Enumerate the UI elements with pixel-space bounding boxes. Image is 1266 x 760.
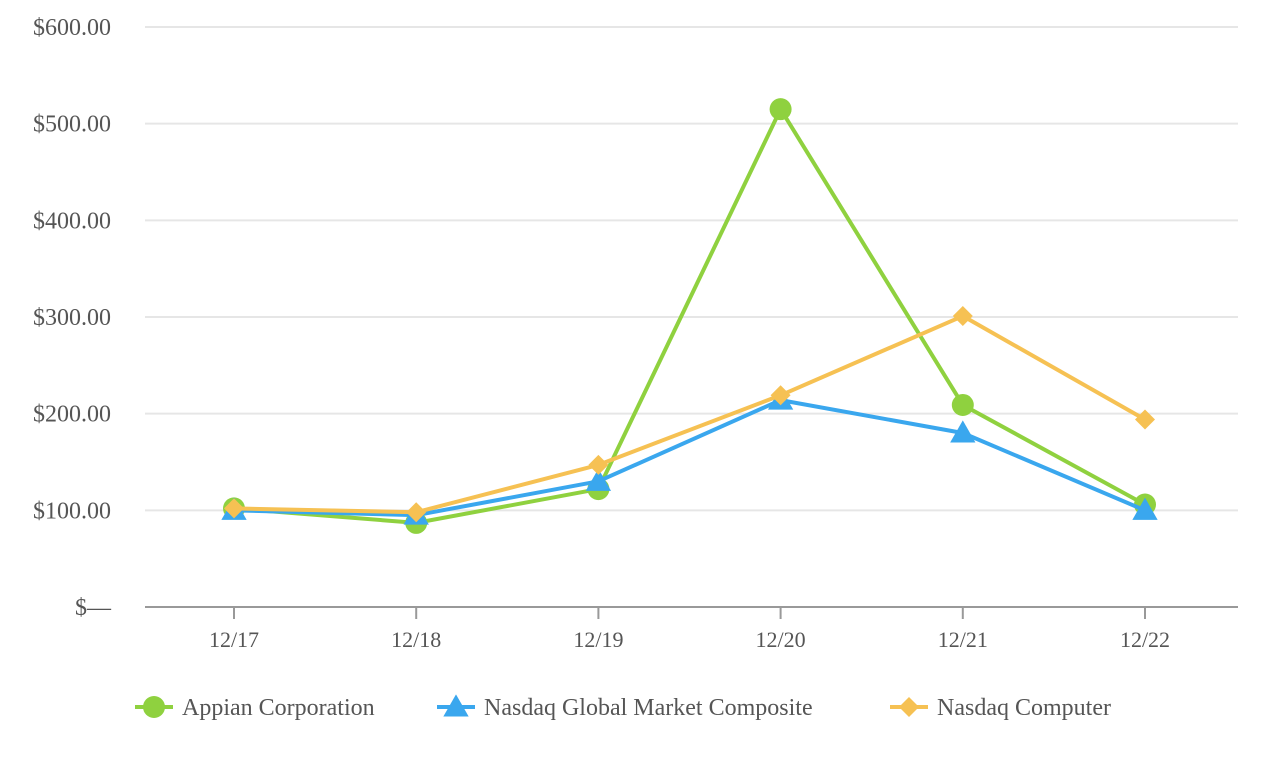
data-point-circle bbox=[769, 98, 792, 121]
data-point-diamond bbox=[406, 502, 427, 523]
y-tick-label: $500.00 bbox=[33, 112, 111, 138]
data-point-diamond bbox=[1135, 409, 1155, 430]
legend-marker-triangle bbox=[443, 694, 469, 717]
x-tick-label: 12/18 bbox=[391, 627, 441, 652]
legend-label: Appian Corporation bbox=[182, 695, 375, 721]
data-point-diamond bbox=[770, 385, 791, 406]
x-axis-ticks: 12/17 12/18 12/19 12/20 12/21 12/22 bbox=[209, 607, 1170, 652]
x-tick-label: 12/19 bbox=[573, 627, 623, 652]
series-layer bbox=[221, 98, 1158, 534]
legend: Appian Corporation Nasdaq Global Market C… bbox=[135, 694, 1111, 721]
data-point-circle bbox=[951, 393, 974, 416]
y-tick-label: $600.00 bbox=[33, 15, 111, 41]
x-tick-label: 12/20 bbox=[756, 627, 806, 652]
x-tick-label: 12/22 bbox=[1120, 627, 1170, 652]
data-point-triangle bbox=[585, 468, 612, 491]
data-point-triangle bbox=[950, 420, 976, 443]
data-point-triangle bbox=[1132, 497, 1158, 520]
legend-marker-diamond bbox=[899, 697, 919, 717]
x-tick-label: 12/21 bbox=[938, 627, 988, 652]
y-tick-label: $200.00 bbox=[33, 402, 111, 428]
series-line bbox=[233, 107, 1146, 525]
y-tick-label: $— bbox=[75, 595, 112, 621]
legend-item: Nasdaq Global Market Composite bbox=[437, 694, 813, 721]
y-tick-label: $300.00 bbox=[33, 305, 111, 331]
series-line bbox=[233, 398, 1146, 518]
grid-lines bbox=[145, 26, 1238, 512]
y-tick-label: $400.00 bbox=[33, 208, 111, 234]
x-tick-label: 12/17 bbox=[209, 627, 259, 652]
y-axis-ticks: $— $100.00 $200.00 $300.00 $400.00 $500.00 $60… bbox=[33, 15, 112, 621]
y-tick-label: $100.00 bbox=[33, 498, 111, 524]
data-point-diamond bbox=[588, 454, 609, 475]
legend-item: Appian Corporation bbox=[135, 695, 375, 721]
series-1 bbox=[221, 387, 1158, 525]
data-point-diamond bbox=[224, 498, 244, 519]
data-point-diamond bbox=[952, 306, 973, 327]
series-2 bbox=[224, 306, 1155, 523]
legend-label: Nasdaq Computer bbox=[937, 695, 1111, 721]
legend-marker-circle bbox=[143, 696, 165, 718]
series-line bbox=[233, 314, 1146, 515]
legend-label: Nasdaq Global Market Composite bbox=[484, 695, 813, 721]
legend-item: Nasdaq Computer bbox=[890, 695, 1111, 721]
